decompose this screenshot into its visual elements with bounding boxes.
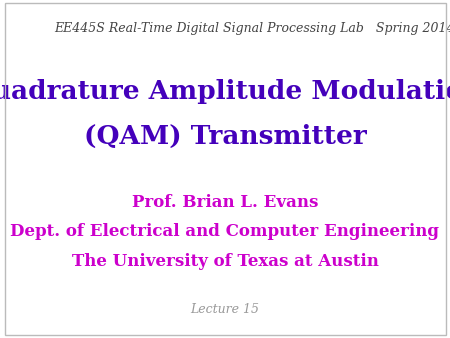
Text: Lecture 15: Lecture 15: [190, 303, 260, 316]
Text: Dept. of Electrical and Computer Engineering: Dept. of Electrical and Computer Enginee…: [10, 223, 440, 240]
Text: Quadrature Amplitude Modulation: Quadrature Amplitude Modulation: [0, 79, 450, 104]
Text: The University of Texas at Austin: The University of Texas at Austin: [72, 254, 378, 270]
Text: EE445S Real-Time Digital Signal Processing Lab   Spring 2014: EE445S Real-Time Digital Signal Processi…: [54, 22, 450, 35]
Text: Prof. Brian L. Evans: Prof. Brian L. Evans: [132, 194, 318, 211]
Text: (QAM) Transmitter: (QAM) Transmitter: [84, 124, 366, 149]
